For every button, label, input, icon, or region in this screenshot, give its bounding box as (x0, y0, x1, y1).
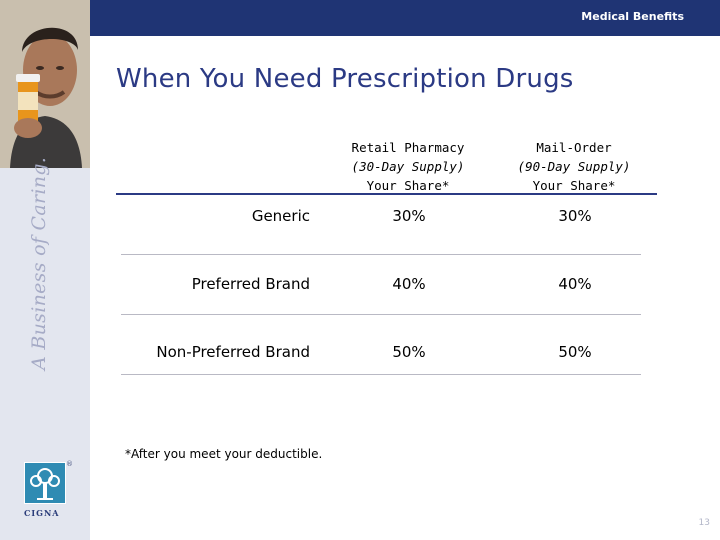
page-number: 13 (698, 518, 710, 528)
tree-icon (24, 462, 66, 504)
mail-share-non-preferred-brand: 50% (558, 343, 592, 361)
header-label: Medical Benefits (581, 10, 684, 23)
header-bar: Medical Benefits (90, 0, 720, 36)
deductible-footnote: *After you meet your deductible. (125, 447, 323, 461)
logo-wordmark: CIGNA (24, 508, 60, 518)
table-header-divider (116, 193, 657, 195)
tagline: A Business of Caring. (28, 156, 50, 370)
registered-mark: ® (66, 460, 73, 468)
retail-share-generic: 30% (392, 207, 426, 225)
row-divider (121, 314, 641, 315)
mail-order-column-header: Mail-Order (90-Day Supply) Your Share* (489, 138, 659, 195)
sidebar: A Business of Caring. ® CIGNA (0, 0, 90, 540)
row-label-generic: Generic (251, 207, 310, 225)
retail-share-preferred-brand: 40% (392, 275, 426, 293)
retail-pharmacy-column-header: Retail Pharmacy (30-Day Supply) Your Sha… (323, 138, 493, 195)
mail-share-preferred-brand: 40% (558, 275, 592, 293)
column-header-line: Retail Pharmacy (351, 140, 465, 155)
column-header-line: (30-Day Supply) (351, 159, 465, 174)
retail-share-non-preferred-brand: 50% (392, 343, 426, 361)
man-with-pill-bottle-photo (0, 0, 90, 168)
column-header-line: Your Share* (366, 178, 450, 193)
page-title: When You Need Prescription Drugs (116, 64, 574, 94)
row-label-preferred-brand: Preferred Brand (191, 275, 310, 293)
row-divider (121, 254, 641, 255)
cigna-logo: ® CIGNA (22, 460, 73, 518)
column-header-line: Your Share* (532, 178, 616, 193)
mail-share-generic: 30% (558, 207, 592, 225)
row-divider (121, 374, 641, 375)
column-header-line: (90-Day Supply) (517, 159, 631, 174)
column-header-line: Mail-Order (536, 140, 612, 155)
row-label-non-preferred-brand: Non-Preferred Brand (156, 343, 310, 361)
